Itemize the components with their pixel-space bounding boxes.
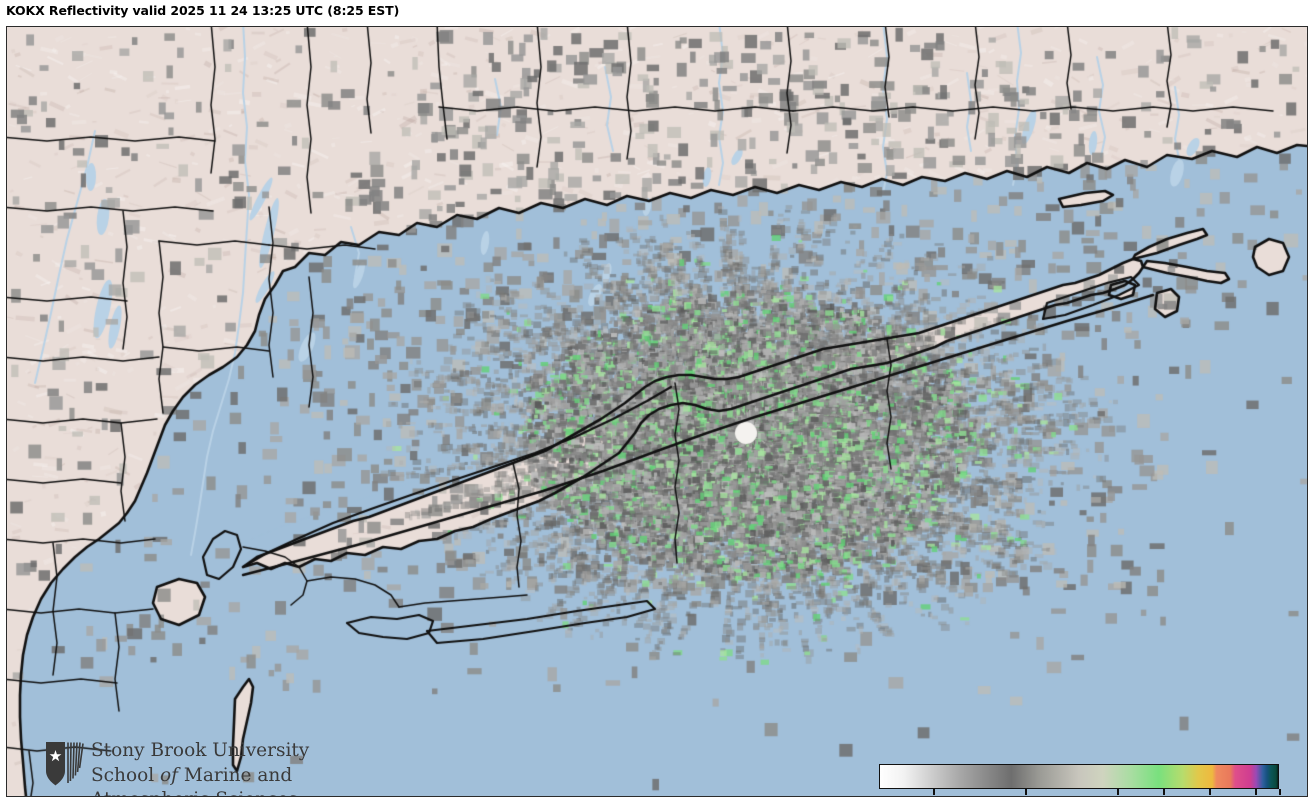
colorbar-tick-label: 0 <box>929 795 938 796</box>
colorbar-tickmark <box>933 789 935 795</box>
colorbar-tickmark <box>1025 789 1027 795</box>
colorbar-tickmark <box>1209 789 1211 795</box>
colorbar-tick-label: 80 <box>1270 795 1288 796</box>
reflectivity-colorbar: 0 20 40 50 60 70 80 <box>873 758 1293 796</box>
radar-map-frame[interactable]: Stony Brook University School of Marine … <box>6 26 1308 797</box>
page-title: KOKX Reflectivity valid 2025 11 24 13:25… <box>6 3 400 18</box>
colorbar-tick-label: 50 <box>1154 795 1172 796</box>
colorbar-tick-label: 20 <box>1016 795 1034 796</box>
colorbar-gradient <box>880 765 1278 788</box>
colorbar-tick-label: 60 <box>1200 795 1218 796</box>
colorbar-tickmark <box>1279 789 1281 795</box>
title-bar: KOKX Reflectivity valid 2025 11 24 13:25… <box>0 0 1316 25</box>
colorbar-tickmark <box>1117 789 1119 795</box>
colorbar-tick-label: 70 <box>1246 795 1264 796</box>
colorbar-tick-label: 40 <box>1108 795 1126 796</box>
radar-map-canvas[interactable] <box>7 27 1307 796</box>
colorbar-tickmark <box>1255 789 1257 795</box>
colorbar-box <box>879 764 1279 789</box>
colorbar-tickmark <box>1163 789 1165 795</box>
